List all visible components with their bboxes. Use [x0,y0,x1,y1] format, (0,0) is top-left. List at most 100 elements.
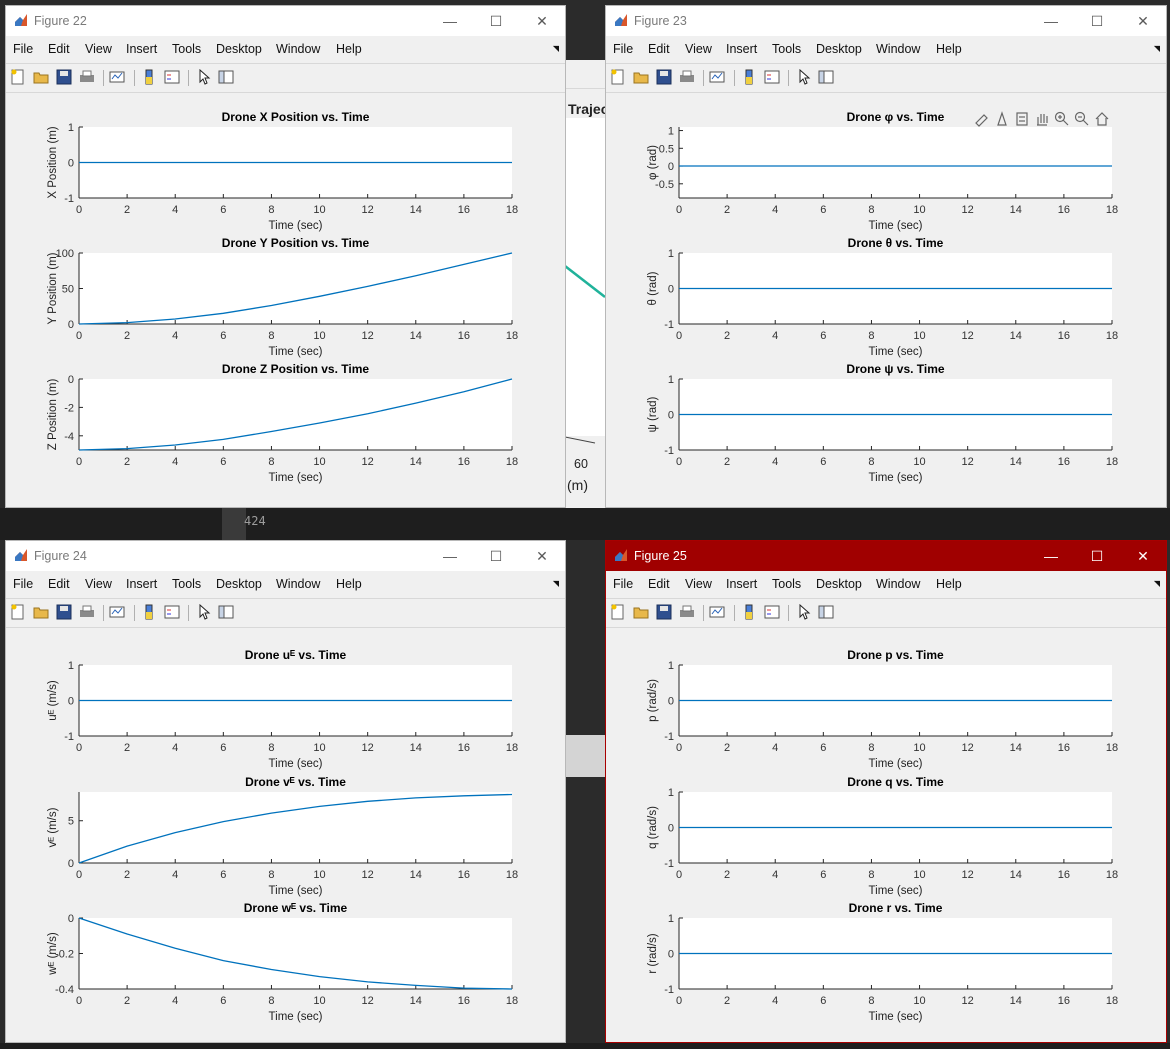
insert-colorbar-icon[interactable] [741,604,757,620]
title-bar[interactable]: Figure 22 — ☐ ✕ [6,6,565,36]
link-plot-icon[interactable] [109,604,125,620]
menu-overflow-icon[interactable]: ◥ [1153,44,1160,53]
menu-insert[interactable]: Insert [126,577,158,591]
maximize-button[interactable]: ☐ [1090,547,1104,564]
open-file-icon[interactable] [633,69,649,85]
menu-desktop[interactable]: Desktop [216,42,262,56]
menu-view[interactable]: View [85,42,112,56]
minimize-button[interactable]: — [1044,13,1058,29]
title-bar[interactable]: Figure 24 — ☐ ✕ [6,541,565,571]
menu-view[interactable]: View [685,42,712,56]
menu-overflow-icon[interactable]: ◥ [1153,579,1160,588]
new-figure-icon[interactable] [610,69,626,85]
menu-insert[interactable]: Insert [126,42,158,56]
new-figure-icon[interactable] [10,69,26,85]
menu-edit[interactable]: Edit [48,577,70,591]
new-figure-icon[interactable] [10,604,26,620]
home-icon[interactable] [1094,111,1110,127]
save-icon[interactable] [656,604,672,620]
figure-25-window[interactable]: Figure 25 — ☐ ✕ File Edit View Insert Tools Deskt… [605,540,1167,1043]
print-icon[interactable] [679,604,695,620]
axes-2[interactable]: Drone Y Position vs. Time 0 2 4 6 8 10 12 14 16 18… [47,236,518,358]
close-button[interactable]: ✕ [1137,12,1149,29]
insert-legend-icon[interactable] [764,69,780,85]
menu-tools[interactable]: Tools [772,577,802,591]
insert-legend-icon[interactable] [764,604,780,620]
link-plot-icon[interactable] [709,604,725,620]
title-bar[interactable]: Figure 23 — ☐ ✕ [606,6,1166,36]
save-icon[interactable] [656,69,672,85]
pointer-icon[interactable] [796,604,812,620]
menu-overflow-icon[interactable]: ◥ [552,44,559,53]
menu-help[interactable]: Help [936,577,962,591]
minimize-button[interactable]: — [1044,548,1058,564]
property-inspector-icon[interactable] [218,604,234,620]
pointer-icon[interactable] [196,69,212,85]
zoom-out-icon[interactable] [1074,111,1090,127]
insert-legend-icon[interactable] [164,69,180,85]
figure-24-window[interactable]: Figure 24 — ☐ ✕ File Edit View Insert Tools Deskt… [5,540,566,1043]
data-tips-icon[interactable] [994,111,1010,127]
menu-edit[interactable]: Edit [48,42,70,56]
property-inspector-icon[interactable] [818,69,834,85]
maximize-button[interactable]: ☐ [489,12,503,29]
open-file-icon[interactable] [33,69,49,85]
close-button[interactable]: ✕ [1137,547,1149,564]
menu-view[interactable]: View [685,577,712,591]
zoom-in-icon[interactable] [1054,111,1070,127]
insert-legend-icon[interactable] [164,604,180,620]
menu-help[interactable]: Help [336,42,362,56]
link-plot-icon[interactable] [109,69,125,85]
rotate-icon[interactable] [1014,111,1030,127]
close-button[interactable]: ✕ [536,12,548,29]
title-bar[interactable]: Figure 25 — ☐ ✕ [606,541,1166,571]
close-button[interactable]: ✕ [536,547,548,564]
menu-window[interactable]: Window [276,577,321,591]
print-icon[interactable] [79,604,95,620]
axes-3[interactable]: Drone wᴱ vs. Time 0 2 4 6 8 10 12 14 16 18 0 -0.2 -0.… [47,901,518,1023]
pan-icon[interactable] [1034,111,1050,127]
brush-icon[interactable] [974,111,990,127]
property-inspector-icon[interactable] [818,604,834,620]
menu-insert[interactable]: Insert [726,42,758,56]
maximize-button[interactable]: ☐ [489,547,503,564]
print-icon[interactable] [79,69,95,85]
open-file-icon[interactable] [633,604,649,620]
save-icon[interactable] [56,604,72,620]
pointer-icon[interactable] [196,604,212,620]
menu-overflow-icon[interactable]: ◥ [552,579,559,588]
minimize-button[interactable]: — [443,548,457,564]
menu-edit[interactable]: Edit [648,42,670,56]
menu-window[interactable]: Window [276,42,321,56]
menu-help[interactable]: Help [936,42,962,56]
pointer-icon[interactable] [796,69,812,85]
menu-edit[interactable]: Edit [648,577,670,591]
menu-file[interactable]: File [613,577,634,591]
figure-22-window[interactable]: Figure 22 — ☐ ✕ File Edit View Insert Tools Deskt… [5,5,566,508]
insert-colorbar-icon[interactable] [141,69,157,85]
axes-2[interactable]: Drone vᴱ vs. Time 0 2 4 6 8 10 12 14 16 18 5 0 Time (… [47,775,518,897]
save-icon[interactable] [56,69,72,85]
menu-tools[interactable]: Tools [772,42,802,56]
menu-file[interactable]: File [613,42,634,56]
menu-view[interactable]: View [85,577,112,591]
axes-3[interactable]: Drone Z Position vs. Time 0 2 4 6 8 10 12 14 16 18… [47,362,518,484]
new-figure-icon[interactable] [610,604,626,620]
menu-window[interactable]: Window [876,577,921,591]
menu-help[interactable]: Help [336,577,362,591]
menu-tools[interactable]: Tools [172,42,202,56]
menu-tools[interactable]: Tools [172,577,202,591]
menu-desktop[interactable]: Desktop [216,577,262,591]
insert-colorbar-icon[interactable] [741,69,757,85]
menu-window[interactable]: Window [876,42,921,56]
print-icon[interactable] [679,69,695,85]
menu-file[interactable]: File [13,577,34,591]
property-inspector-icon[interactable] [218,69,234,85]
